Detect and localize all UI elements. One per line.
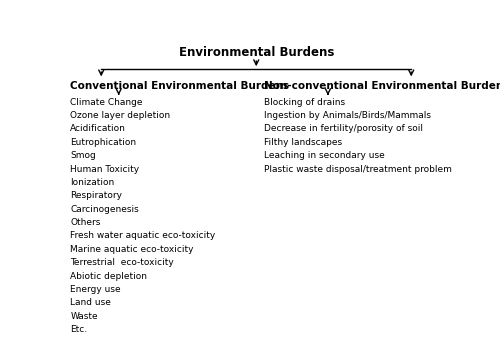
Text: Etc.: Etc. bbox=[70, 325, 87, 334]
Text: Acidification: Acidification bbox=[70, 125, 126, 134]
Text: Human Toxicity: Human Toxicity bbox=[70, 165, 140, 174]
Text: Waste: Waste bbox=[70, 312, 98, 321]
Text: Ingestion by Animals/Birds/Mammals: Ingestion by Animals/Birds/Mammals bbox=[264, 111, 431, 120]
Text: Smog: Smog bbox=[70, 151, 96, 160]
Text: Ionization: Ionization bbox=[70, 178, 114, 187]
Text: Marine aquatic eco-toxicity: Marine aquatic eco-toxicity bbox=[70, 245, 194, 254]
Text: Abiotic depletion: Abiotic depletion bbox=[70, 271, 147, 281]
Text: Land use: Land use bbox=[70, 298, 111, 307]
Text: Ozone layer depletion: Ozone layer depletion bbox=[70, 111, 170, 120]
Text: Blocking of drains: Blocking of drains bbox=[264, 98, 345, 107]
Text: Decrease in fertility/porosity of soil: Decrease in fertility/porosity of soil bbox=[264, 125, 423, 134]
Text: Climate Change: Climate Change bbox=[70, 98, 143, 107]
Text: Respiratory: Respiratory bbox=[70, 191, 122, 200]
Text: Eutrophication: Eutrophication bbox=[70, 138, 136, 147]
Text: Conventional Environmental Burdens: Conventional Environmental Burdens bbox=[70, 81, 290, 91]
Text: Environmental Burdens: Environmental Burdens bbox=[178, 46, 334, 59]
Text: Non-conventional Environmental Burdens: Non-conventional Environmental Burdens bbox=[264, 81, 500, 91]
Text: Filthy landscapes: Filthy landscapes bbox=[264, 138, 342, 147]
Text: Fresh water aquatic eco-toxicity: Fresh water aquatic eco-toxicity bbox=[70, 231, 216, 241]
Text: Energy use: Energy use bbox=[70, 285, 121, 294]
Text: Carcinogenesis: Carcinogenesis bbox=[70, 205, 139, 214]
Text: Terrestrial  eco-toxicity: Terrestrial eco-toxicity bbox=[70, 258, 174, 267]
Text: Others: Others bbox=[70, 218, 100, 227]
Text: Plastic waste disposal/treatment problem: Plastic waste disposal/treatment problem bbox=[264, 165, 452, 174]
Text: Leaching in secondary use: Leaching in secondary use bbox=[264, 151, 385, 160]
